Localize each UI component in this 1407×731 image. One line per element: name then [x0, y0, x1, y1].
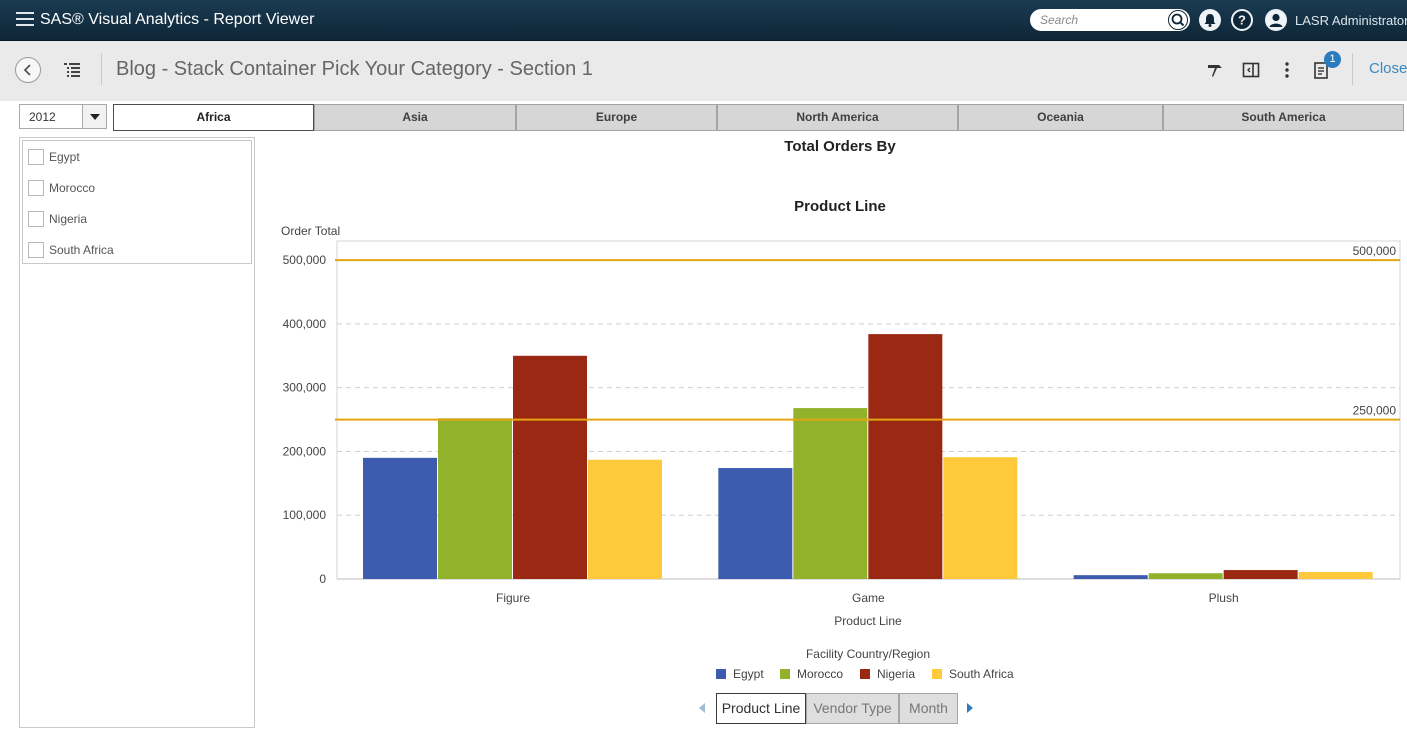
- category-button-month[interactable]: Month: [899, 693, 958, 724]
- y-tick-label: 500,000: [283, 253, 327, 267]
- app-header: SAS® Visual Analytics - Report Viewer ? …: [0, 0, 1407, 41]
- bell-icon[interactable]: [1199, 9, 1221, 31]
- chart-legend: Egypt Morocco Nigeria South Africa: [716, 666, 1036, 682]
- search-icon[interactable]: [1168, 10, 1188, 30]
- tab-africa[interactable]: Africa: [113, 104, 314, 131]
- legend-swatch: [932, 669, 942, 679]
- previous-arrow-icon[interactable]: [699, 703, 705, 713]
- help-icon[interactable]: ?: [1231, 9, 1253, 31]
- bar-egypt: [363, 457, 437, 579]
- next-arrow-icon[interactable]: [967, 703, 973, 713]
- chart-subtitle: Product Line: [794, 198, 886, 215]
- country-label: Nigeria: [49, 212, 88, 226]
- country-filter-panel: Egypt Morocco Nigeria South Africa: [19, 137, 255, 728]
- bar-chart: Order Total 0 100,000 200,000 300,000 400,000…: [281, 224, 1401, 628]
- reference-line-label: 250,000: [1353, 404, 1397, 418]
- user-avatar-icon[interactable]: [1265, 9, 1287, 31]
- search-box: [1030, 9, 1190, 31]
- country-label: South Africa: [49, 243, 114, 257]
- tab-oceania[interactable]: Oceania: [958, 104, 1163, 131]
- legend-swatch: [780, 669, 790, 679]
- reference-line-label: 500,000: [1353, 244, 1397, 258]
- legend-swatch: [716, 669, 726, 679]
- x-tick-label: Figure: [496, 591, 530, 605]
- bar-south-africa: [943, 457, 1018, 579]
- report-toolbar: Blog - Stack Container Pick Your Categor…: [0, 41, 1407, 101]
- bar-south-africa: [588, 459, 662, 579]
- panel-toggle-icon[interactable]: [1241, 60, 1261, 80]
- year-value: 2012: [29, 110, 56, 124]
- legend-label: Nigeria: [877, 667, 916, 681]
- tab-europe[interactable]: Europe: [516, 104, 717, 131]
- bar-south-africa: [1298, 571, 1373, 579]
- checkbox[interactable]: [28, 149, 44, 165]
- category-button-product-line[interactable]: Product Line: [716, 693, 806, 724]
- y-tick-label: 300,000: [283, 381, 327, 395]
- y-tick-label: 100,000: [283, 508, 327, 522]
- bar-nigeria: [513, 355, 587, 579]
- chevron-left-icon: [23, 64, 31, 76]
- bar-nigeria: [1223, 570, 1298, 579]
- year-dropdown[interactable]: 2012: [19, 104, 107, 129]
- app-title: SAS® Visual Analytics - Report Viewer: [40, 11, 315, 28]
- search-input[interactable]: [1040, 12, 1166, 28]
- close-button[interactable]: Close: [1369, 60, 1407, 77]
- region-tab-bar: Africa Asia Europe North America Oceania…: [113, 104, 1405, 131]
- svg-text:?: ?: [1238, 13, 1246, 28]
- x-tick-label: Plush: [1209, 591, 1239, 605]
- dropdown-arrow-icon[interactable]: [82, 105, 106, 128]
- bar-morocco: [793, 408, 868, 579]
- report-title: Blog - Stack Container Pick Your Categor…: [116, 58, 593, 80]
- legend-label: Morocco: [797, 667, 844, 681]
- bar-nigeria: [868, 334, 943, 579]
- country-label: Morocco: [49, 181, 96, 195]
- legend-label: Egypt: [733, 667, 764, 681]
- outline-list-icon[interactable]: [63, 61, 81, 79]
- chart-title: Total Orders By: [784, 138, 896, 155]
- bar-morocco: [1148, 573, 1223, 579]
- data-brush-icon[interactable]: [1205, 60, 1225, 80]
- checkbox[interactable]: [28, 242, 44, 258]
- toolbar-divider: [1352, 53, 1353, 85]
- menu-icon[interactable]: [16, 12, 34, 28]
- category-button-vendor-type[interactable]: Vendor Type: [806, 693, 899, 724]
- legend-swatch: [860, 669, 870, 679]
- x-tick-label: Game: [852, 591, 885, 605]
- country-label: Egypt: [49, 150, 80, 164]
- notification-badge: 1: [1324, 51, 1341, 68]
- tab-asia[interactable]: Asia: [314, 104, 516, 131]
- checkbox[interactable]: [28, 180, 44, 196]
- notes-icon[interactable]: [1311, 60, 1331, 80]
- country-checkbox-list: Egypt Morocco Nigeria South Africa: [22, 140, 252, 264]
- back-button[interactable]: [15, 57, 41, 83]
- tab-south-america[interactable]: South America: [1163, 104, 1404, 131]
- user-name[interactable]: LASR Administrator: [1295, 13, 1407, 28]
- y-axis-label: Order Total: [281, 224, 340, 238]
- toolbar-divider: [101, 53, 102, 85]
- checkbox[interactable]: [28, 211, 44, 227]
- x-axis-label: Product Line: [834, 614, 902, 628]
- more-options-icon[interactable]: [1277, 60, 1297, 80]
- legend-title: Facility Country/Region: [805, 647, 931, 661]
- y-tick-label: 0: [319, 572, 326, 586]
- tab-north-america[interactable]: North America: [717, 104, 958, 131]
- y-tick-label: 200,000: [283, 444, 327, 458]
- y-tick-label: 400,000: [283, 317, 327, 331]
- bar-egypt: [1073, 575, 1148, 579]
- bar-morocco: [438, 418, 512, 579]
- legend-label: South Africa: [949, 667, 1014, 681]
- bar-egypt: [718, 468, 793, 579]
